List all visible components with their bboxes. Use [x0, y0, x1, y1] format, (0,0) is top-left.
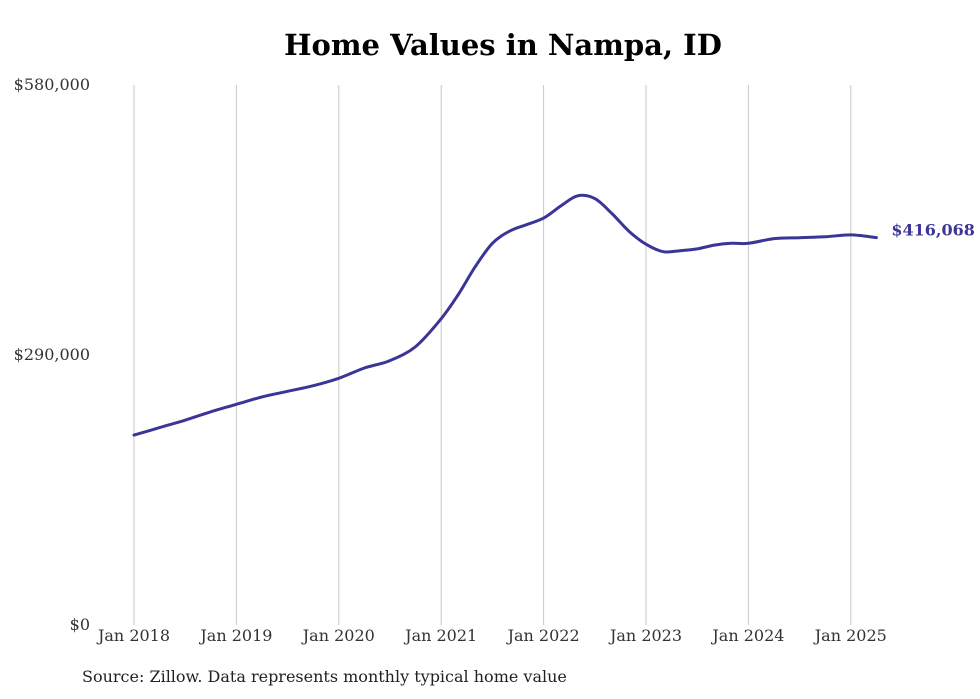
- x-tick-label: Jan 2020: [301, 626, 375, 645]
- x-tick-label: Jan 2023: [608, 626, 682, 645]
- x-axis-ticks: Jan 2018 Jan 2019 Jan 2020 Jan 2021 Jan 2022…: [96, 626, 887, 645]
- source-note: Source: Zillow. Data represents monthly …: [82, 667, 567, 686]
- chart-title: Home Values in Nampa, ID: [284, 28, 722, 62]
- gridlines: [133, 85, 852, 625]
- x-tick-label: Jan 2018: [96, 626, 170, 645]
- home-value-line: [132, 193, 878, 437]
- end-value-label: $416,068: [891, 221, 975, 240]
- series-layer: [132, 193, 878, 437]
- y-tick-label: $580,000: [14, 75, 90, 94]
- y-axis-ticks: $580,000 $290,000 $0: [14, 75, 90, 634]
- x-tick-label: Jan 2021: [403, 626, 477, 645]
- x-tick-label: Jan 2022: [506, 626, 580, 645]
- y-tick-label: $290,000: [14, 345, 90, 364]
- x-tick-label: Jan 2024: [710, 626, 784, 645]
- annotation-layer: $416,068: [891, 221, 975, 240]
- x-tick-label: Jan 2025: [813, 626, 887, 645]
- y-tick-label: $0: [70, 615, 90, 634]
- x-tick-label: Jan 2019: [198, 626, 272, 645]
